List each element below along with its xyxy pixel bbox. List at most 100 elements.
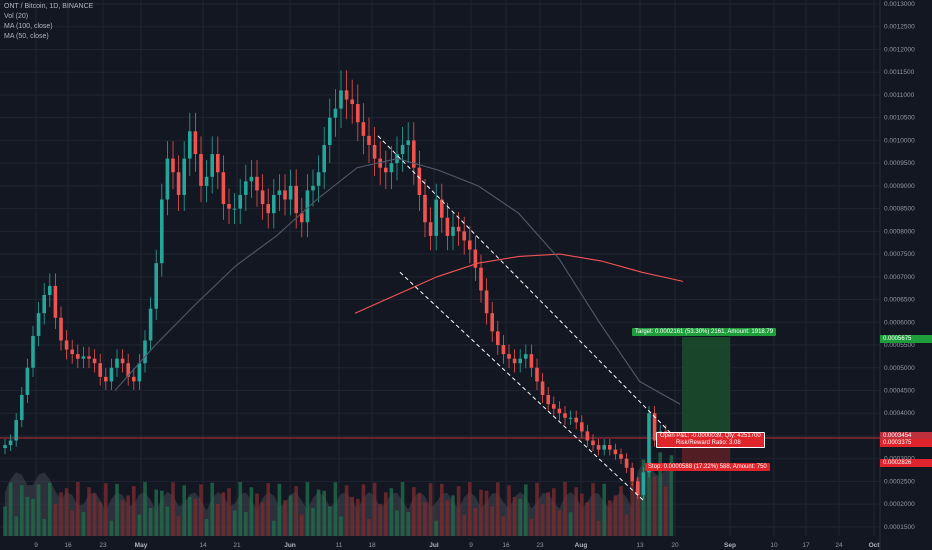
candle-body	[266, 204, 270, 214]
volume-bar	[328, 506, 332, 536]
volume-bar	[619, 486, 623, 536]
volume-bar	[669, 455, 674, 536]
candle-body	[20, 395, 24, 421]
candle-body	[87, 356, 91, 359]
candle-body	[636, 481, 640, 496]
x-tick-label: 16	[64, 542, 72, 549]
candle-body	[154, 263, 158, 309]
volume-bar	[64, 488, 69, 536]
candle-body	[613, 449, 618, 455]
volume-bar	[412, 487, 416, 536]
volume-bar	[367, 518, 371, 536]
candle-body	[339, 90, 343, 109]
volume-bar	[372, 482, 377, 536]
candle-body	[596, 445, 601, 450]
volume-bar	[311, 508, 315, 536]
volume-bar	[339, 516, 343, 536]
volume-bar	[210, 482, 214, 536]
y-tick-label: 0.0010000	[884, 137, 915, 144]
volume-bar	[255, 493, 259, 536]
volume-bar	[221, 492, 226, 536]
y-tick-label: 0.0005500	[884, 342, 915, 349]
candle-body	[524, 354, 528, 359]
candle-body	[412, 140, 416, 168]
volume-bar	[31, 498, 35, 536]
x-tick-label: Jun	[284, 542, 296, 549]
volume-bar	[3, 506, 7, 536]
volume-bar	[400, 482, 405, 536]
volume-bar	[557, 510, 562, 536]
volume-bar	[126, 495, 130, 536]
legend-ma100[interactable]: MA (100, close)	[4, 23, 53, 30]
volume-bar	[356, 498, 360, 536]
legend: ONT / Bitcoin, 1D, BINANCE Vol (20) MA (…	[4, 2, 93, 42]
entry-label[interactable]: Open P&L: -0.0000039, Qty: 4251700 Risk/…	[656, 432, 765, 448]
candle-body	[445, 217, 450, 236]
volume-bar	[580, 493, 584, 536]
volume-bar	[552, 488, 556, 536]
volume-bar	[624, 514, 629, 536]
volume-bar	[148, 508, 153, 536]
candle-body	[238, 194, 242, 209]
y-tick-label: 0.0008000	[884, 228, 915, 235]
volume-bar	[277, 483, 282, 536]
candle-body	[378, 158, 382, 168]
volume-bar	[608, 500, 612, 536]
volume-bar	[87, 487, 91, 536]
volume-bar	[109, 520, 114, 536]
candle-body	[624, 458, 629, 468]
y-tick-label: 0.0006500	[884, 297, 915, 304]
channel-upper-line	[377, 135, 679, 441]
candle-body	[132, 376, 136, 382]
target-label[interactable]: Target: 0.0002161 (53.30%) 2161, Amount:…	[632, 328, 777, 336]
candle-body	[574, 417, 578, 423]
candle-body	[434, 199, 438, 236]
volume-bar	[602, 483, 606, 536]
volume-bar	[244, 512, 248, 536]
candle-body	[104, 376, 108, 382]
volume-bar	[154, 489, 158, 536]
candle-body	[42, 295, 46, 314]
candle-body	[92, 358, 97, 364]
legend-symbol[interactable]: ONT / Bitcoin, 1D, BINANCE	[4, 3, 94, 10]
candle-body	[400, 144, 405, 155]
candle-body	[333, 108, 338, 118]
legend-ma50[interactable]: MA (50, close)	[4, 33, 49, 40]
x-tick-label: Jul	[429, 542, 439, 549]
candle-body	[462, 231, 466, 241]
volume-bar	[14, 516, 18, 536]
volume-bar	[518, 498, 522, 536]
candle-body	[81, 356, 86, 359]
volume-bar	[540, 504, 545, 536]
y-tick-label: 0.0011000	[884, 92, 915, 99]
candle-body	[137, 363, 142, 382]
volume-bar	[406, 512, 410, 536]
candle-body	[227, 204, 231, 209]
candle-body	[165, 158, 170, 200]
x-tick-label: 11	[336, 542, 343, 549]
volume-bar	[389, 488, 394, 536]
volume-bar	[260, 502, 265, 536]
y-tick-label: 0.0009000	[884, 183, 915, 190]
volume-bar	[8, 482, 13, 536]
candle-body	[652, 413, 657, 441]
volume-bar	[300, 514, 304, 536]
volume-bar	[165, 506, 170, 536]
candle-body	[260, 190, 265, 205]
volume-bar	[92, 493, 97, 536]
volume-bar	[456, 486, 461, 536]
candle-body	[48, 285, 52, 296]
stop-label[interactable]: Stop: 0.0000588 (17.22%) 588, Amount: 75…	[645, 463, 770, 471]
candle-body	[14, 420, 18, 441]
price-label-stop: 0.0002826	[880, 459, 932, 467]
volume-bar	[647, 460, 651, 536]
volume-bar	[70, 510, 74, 536]
volume-bar	[42, 518, 46, 536]
legend-vol[interactable]: Vol (20)	[4, 13, 29, 20]
target-zone	[682, 337, 730, 442]
candle-body	[417, 167, 422, 195]
volume-bar	[350, 496, 354, 536]
volume-bar	[25, 496, 30, 536]
volume-bar	[596, 520, 601, 536]
